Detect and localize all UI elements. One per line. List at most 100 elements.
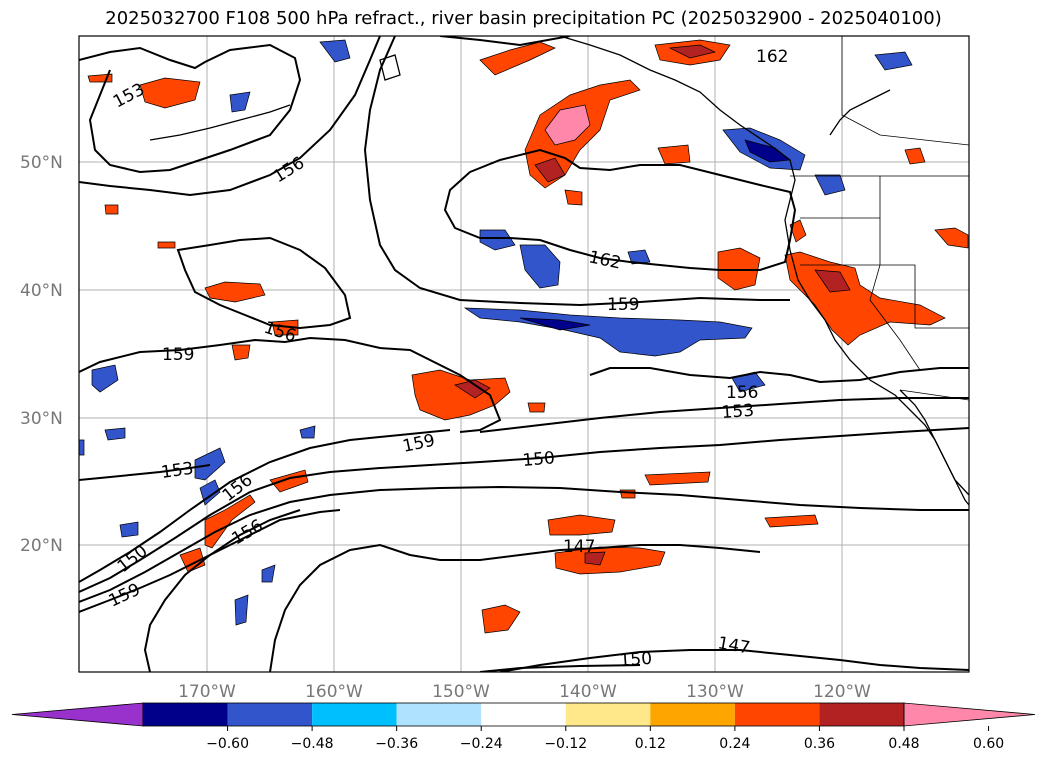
contour-162-ring	[443, 148, 797, 271]
contour-label: 159	[162, 345, 194, 365]
colorbar-tick-label: −0.60	[206, 736, 249, 752]
negative-area	[104, 427, 126, 441]
longitude-labels: 170°W 160°W 150°W 140°W 130°W 120°W	[178, 682, 871, 702]
positive-area	[527, 402, 546, 413]
negative-anomaly-areas	[79, 39, 913, 626]
north-america-coast	[559, 36, 969, 496]
lat-label: 40°N	[20, 281, 63, 301]
negative-area	[479, 229, 516, 251]
contour-label: 153	[160, 459, 195, 483]
contour-label: 156	[229, 516, 267, 550]
colorbar-segment	[565, 703, 651, 726]
colorbar-tick-label: 0.36	[804, 736, 835, 752]
positive-area	[204, 494, 256, 549]
negative-area	[519, 317, 591, 331]
positive-anomaly-areas	[87, 39, 969, 634]
contour-159-south-cell	[79, 336, 502, 433]
negative-area	[319, 39, 351, 63]
colorbar-segment	[227, 703, 313, 726]
colorbar-extend-low	[11, 702, 144, 727]
colorbar-tick-label: 0.24	[719, 736, 750, 752]
negative-area	[299, 425, 316, 439]
negative-area	[519, 244, 561, 289]
contour-159-ring	[363, 36, 790, 307]
positive-area	[534, 157, 566, 183]
lat-label: 20°N	[20, 536, 63, 556]
colorbar-segment	[650, 703, 735, 726]
canada-interior	[841, 36, 969, 146]
contour-label: 162	[756, 47, 788, 67]
colorbar-segment	[819, 703, 904, 726]
colorbar-tick-label: 0.60	[973, 736, 1004, 752]
contour-156-north	[79, 36, 381, 197]
colorbar-segment	[734, 703, 820, 726]
lon-label: 170°W	[178, 682, 236, 702]
colorbar-frame	[142, 702, 905, 727]
positive-area	[657, 144, 691, 165]
colorbar-tick-label: 0.48	[888, 736, 919, 752]
contour-label: 147	[563, 537, 595, 557]
negative-area	[627, 249, 651, 265]
chart-title: 2025032700 F108 500 hPa refract., river …	[105, 8, 942, 29]
contour-150-jet	[79, 427, 969, 593]
political-boundaries	[790, 36, 969, 401]
lon-label: 120°W	[813, 682, 871, 702]
contour-label: 156	[726, 383, 758, 403]
height-contours	[79, 36, 969, 672]
colorbar-segment	[312, 703, 397, 726]
contour-label: 162	[587, 247, 623, 273]
negative-area	[261, 564, 276, 583]
positive-area	[547, 514, 616, 536]
colorbar-segment	[481, 703, 566, 726]
positive-area	[204, 281, 266, 303]
contour-label: 150	[522, 448, 556, 471]
island	[379, 54, 401, 81]
island	[829, 89, 891, 136]
contour-159-jet	[79, 429, 451, 583]
contour-150-south-b	[479, 664, 641, 672]
graticule	[79, 36, 969, 672]
contour-label: 153	[721, 401, 755, 423]
negative-area	[91, 364, 119, 393]
contour-147	[79, 485, 969, 603]
colorbar-tick-label: −0.36	[375, 736, 418, 752]
colorbar-tick-label: −0.12	[544, 736, 587, 752]
contour-153-south	[79, 464, 211, 481]
colorbar-extend-high	[903, 702, 1036, 727]
positive-area	[479, 41, 556, 76]
colorbar-tick-label: −0.24	[460, 736, 503, 752]
colorbar-tick-label: −0.48	[291, 736, 334, 752]
latitude-labels: 50°N 40°N 30°N 20°N	[20, 153, 63, 556]
contour-labels: 153 156 159 156 162 159 162 156 153 150 …	[106, 47, 789, 671]
positive-area	[544, 104, 591, 146]
colorbar-tick-label: 0.12	[635, 736, 666, 752]
positive-area	[104, 204, 119, 215]
contour-153-eastern	[479, 397, 969, 433]
lon-label: 150°W	[432, 682, 490, 702]
negative-area	[814, 174, 846, 196]
negative-area	[463, 307, 753, 357]
positive-area	[934, 227, 969, 249]
negative-area	[744, 139, 791, 163]
colorbar: −0.60 −0.48 −0.36 −0.24 −0.12 0.12 0.24 0.36 0.4…	[11, 702, 1036, 752]
positive-area	[904, 147, 926, 165]
lon-label: 130°W	[686, 682, 744, 702]
contour-label: 156	[270, 153, 308, 187]
contour-153-north	[79, 43, 302, 174]
positive-area	[139, 77, 201, 109]
positive-area	[157, 241, 176, 249]
negative-area	[874, 51, 913, 71]
state-border	[869, 264, 921, 371]
alaska-islands	[149, 104, 291, 141]
positive-area	[644, 471, 711, 486]
positive-area	[789, 219, 807, 243]
negative-area	[234, 594, 249, 626]
positive-area	[764, 514, 819, 528]
contour-156-eastern	[589, 367, 969, 384]
lon-label: 140°W	[559, 682, 617, 702]
negative-area	[229, 91, 251, 113]
positive-area	[481, 604, 521, 634]
colorbar-segment	[143, 703, 228, 726]
positive-area	[231, 344, 251, 361]
